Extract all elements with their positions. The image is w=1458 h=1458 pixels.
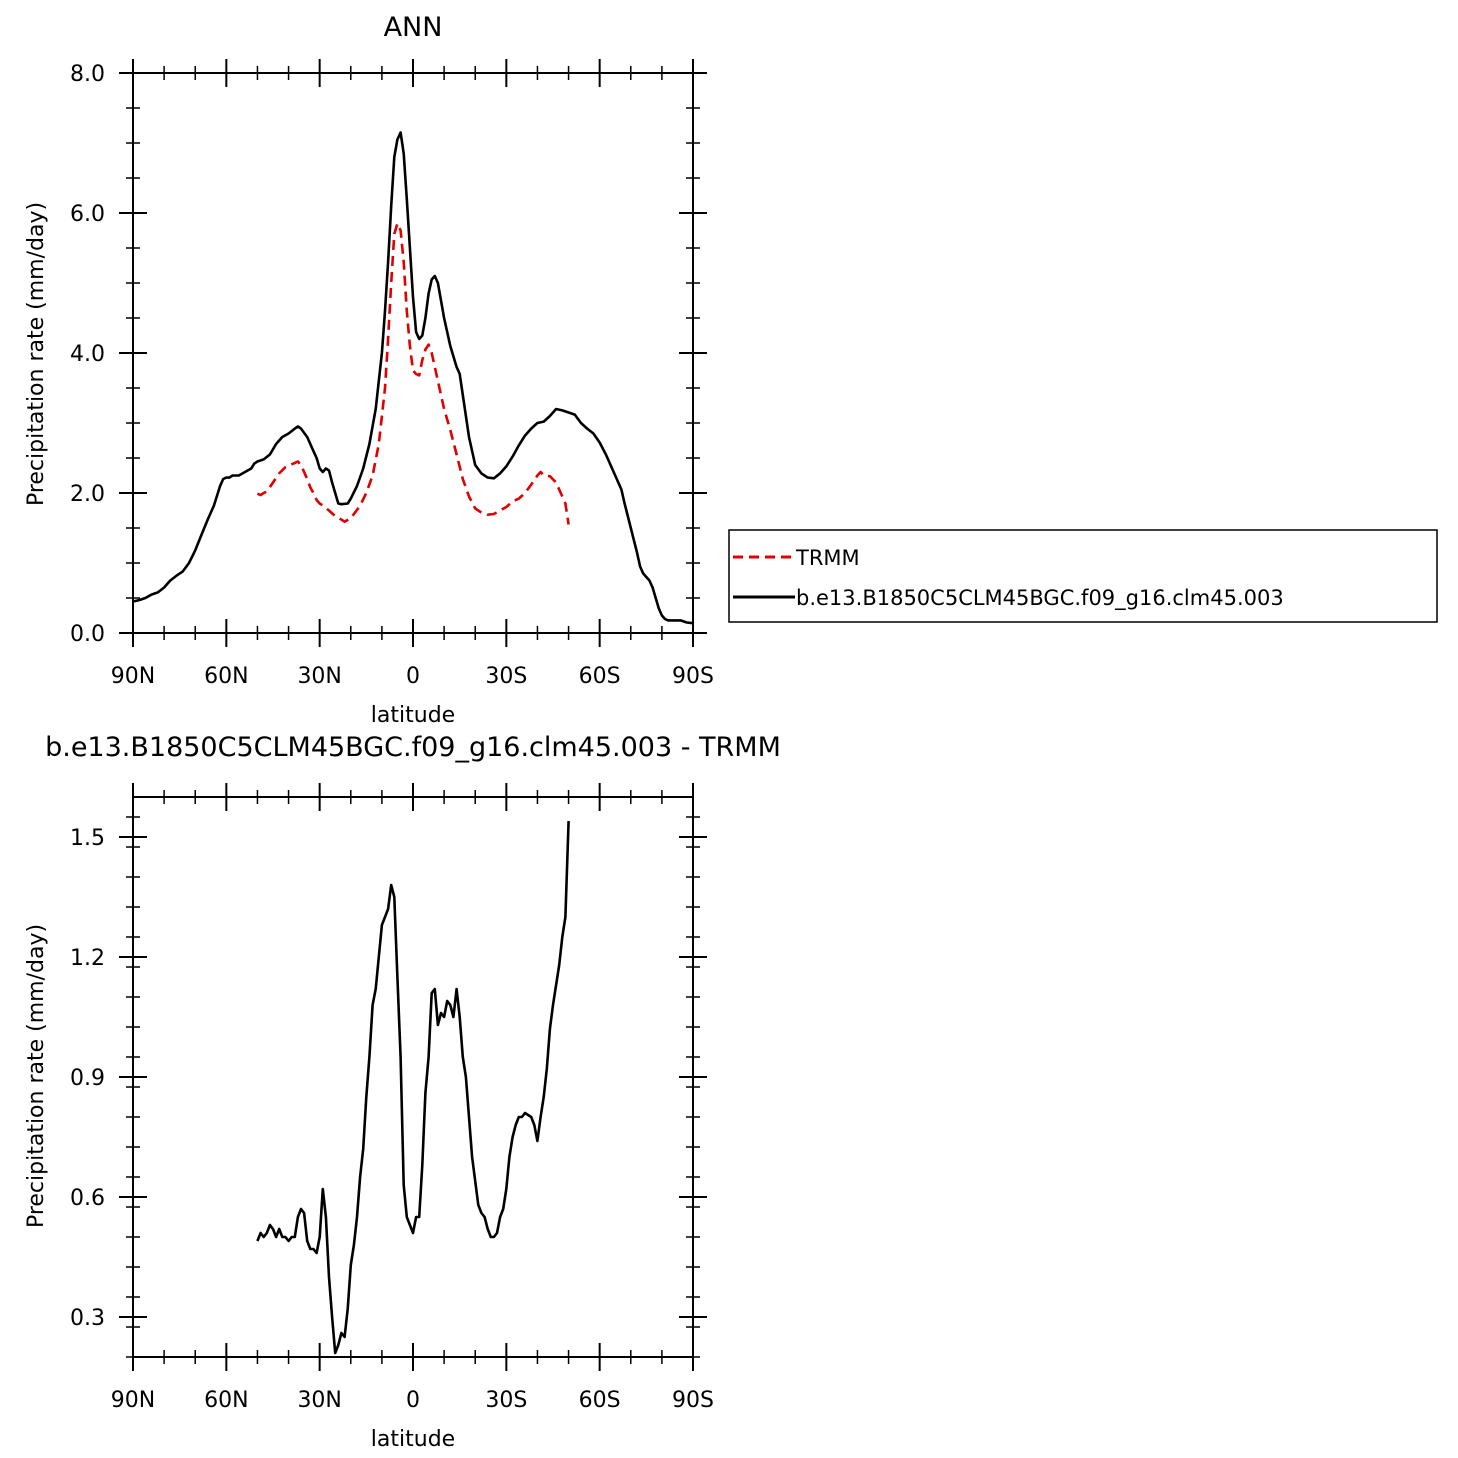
y-tick-label: 0.3: [70, 1306, 105, 1331]
x-tick-label: 0: [406, 664, 420, 689]
plot-frame: [132, 72, 694, 634]
legend: TRMM b.e13.B1850C5CLM45BGC.f09_g16.clm45…: [728, 529, 1438, 623]
x-tick-label: 90N: [111, 664, 155, 689]
difference-panel: b.e13.B1850C5CLM45BGC.f09_g16.clm45.003 …: [24, 732, 781, 1452]
plot-frame: [132, 796, 694, 1358]
legend-label-model: b.e13.B1850C5CLM45BGC.f09_g16.clm45.003: [796, 586, 1284, 611]
x-axis-title: latitude: [371, 1427, 455, 1452]
y-tick-label: 2.0: [70, 482, 105, 507]
x-tick-label: 60S: [579, 664, 621, 689]
x-tick-label: 0: [406, 1388, 420, 1413]
x-tick-label: 90N: [111, 1388, 155, 1413]
x-tick-label: 30N: [297, 664, 341, 689]
series-line-0: [256, 222, 570, 525]
mean-precip-panel: ANN 90N 60N 30N 0 30S 60S 90S 0.0 2.0 4.0 6.0 8.0 l…: [24, 12, 714, 728]
plot-area: 90N 60N 30N 0 30S 60S 90S 0.0 2.0 4.0 6.0 8.0: [70, 59, 714, 689]
legend-box: [728, 529, 1438, 623]
legend-label-trmm: TRMM: [795, 546, 860, 570]
y-tick-label: 4.0: [70, 342, 105, 367]
x-tick-label: 30N: [297, 1388, 341, 1413]
panel-title: ANN: [384, 12, 443, 43]
x-axis-title: latitude: [371, 703, 455, 728]
x-tick-label: 60N: [204, 1388, 248, 1413]
y-tick-label: 1.5: [70, 826, 105, 851]
y-axis-title: Precipitation rate (mm/day): [24, 924, 49, 1228]
y-tick-label: 0.0: [70, 622, 105, 647]
panel-title: b.e13.B1850C5CLM45BGC.f09_g16.clm45.003 …: [45, 732, 781, 763]
x-tick-label: 90S: [672, 664, 714, 689]
series-line-0: [256, 820, 570, 1355]
y-tick-label: 6.0: [70, 202, 105, 227]
x-tick-label: 30S: [485, 664, 527, 689]
y-tick-label: 1.2: [70, 946, 105, 971]
y-tick-label: 0.6: [70, 1186, 105, 1211]
y-tick-label: 0.9: [70, 1066, 105, 1091]
series-line-1: [132, 131, 694, 625]
x-tick-label: 30S: [485, 1388, 527, 1413]
y-axis-title: Precipitation rate (mm/day): [24, 202, 49, 506]
y-tick-label: 8.0: [70, 62, 105, 87]
x-tick-label: 60N: [204, 664, 248, 689]
plot-area: 90N 60N 30N 0 30S 60S 90S 0.3 0.6 0.9 1.2 1.5: [70, 783, 714, 1413]
x-tick-label: 60S: [579, 1388, 621, 1413]
x-tick-label: 90S: [672, 1388, 714, 1413]
